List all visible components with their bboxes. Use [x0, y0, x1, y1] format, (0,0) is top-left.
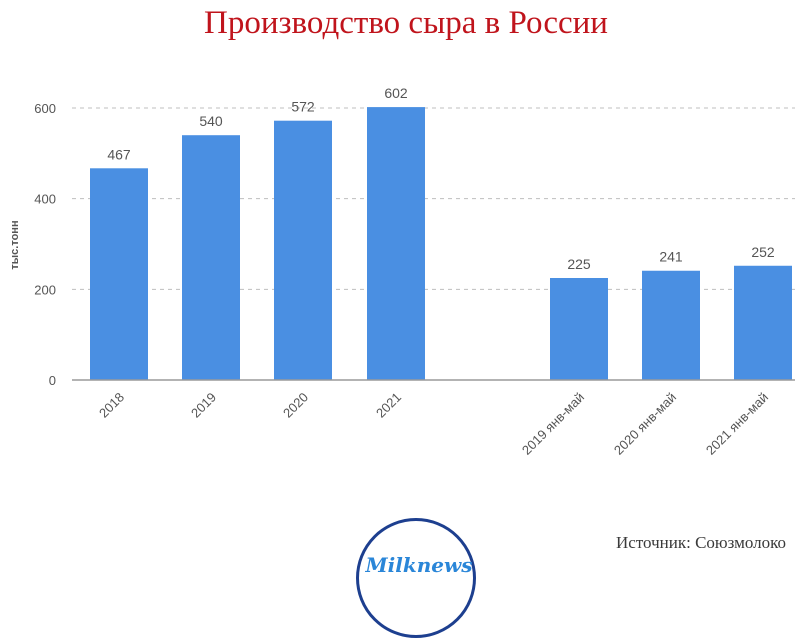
- y-tick-labels: 0 200 400 600: [34, 101, 56, 388]
- bar-value-label: 225: [567, 256, 591, 272]
- logo-text: Milknews: [365, 553, 473, 577]
- y-tick-label: 200: [34, 282, 56, 297]
- bar: [734, 265, 792, 380]
- chart-title: Производство сыра в России: [204, 5, 608, 41]
- gridlines: [72, 107, 795, 290]
- x-tick-label: 2021 янв-май: [703, 390, 771, 458]
- bar: [367, 107, 425, 381]
- bar-value-label: 572: [291, 99, 315, 115]
- bar: [90, 168, 148, 380]
- bar-value-label: 467: [107, 146, 131, 162]
- x-tick-label: 2021: [373, 390, 404, 421]
- bar: [642, 270, 700, 380]
- data-labels: 467 540 572 602 225 241 252: [107, 85, 775, 272]
- milknews-logo: Milknews: [356, 518, 476, 638]
- bar-value-label: 540: [199, 113, 223, 129]
- x-tick-label: 2020 янв-май: [611, 390, 679, 458]
- bar: [550, 278, 608, 380]
- bars: [90, 107, 792, 381]
- source-note: Источник: Союзмолоко: [616, 533, 786, 552]
- bar: [274, 120, 332, 381]
- bar-value-label: 252: [751, 244, 775, 260]
- x-tick-label: 2019: [188, 390, 219, 421]
- bar: [182, 135, 240, 380]
- bar-value-label: 602: [384, 85, 408, 101]
- y-tick-label: 0: [49, 373, 56, 388]
- y-axis-label: тыс.тонн: [9, 220, 21, 269]
- x-tick-label: 2019 янв-май: [519, 390, 587, 458]
- y-tick-label: 600: [34, 101, 56, 116]
- bar-value-label: 241: [659, 249, 683, 265]
- x-tick-label: 2020: [280, 390, 311, 421]
- x-tick-labels: 2018 2019 2020 2021 2019 янв-май 2020 янв-май…: [96, 390, 771, 458]
- x-tick-label: 2018: [96, 390, 127, 421]
- y-tick-label: 400: [34, 192, 56, 207]
